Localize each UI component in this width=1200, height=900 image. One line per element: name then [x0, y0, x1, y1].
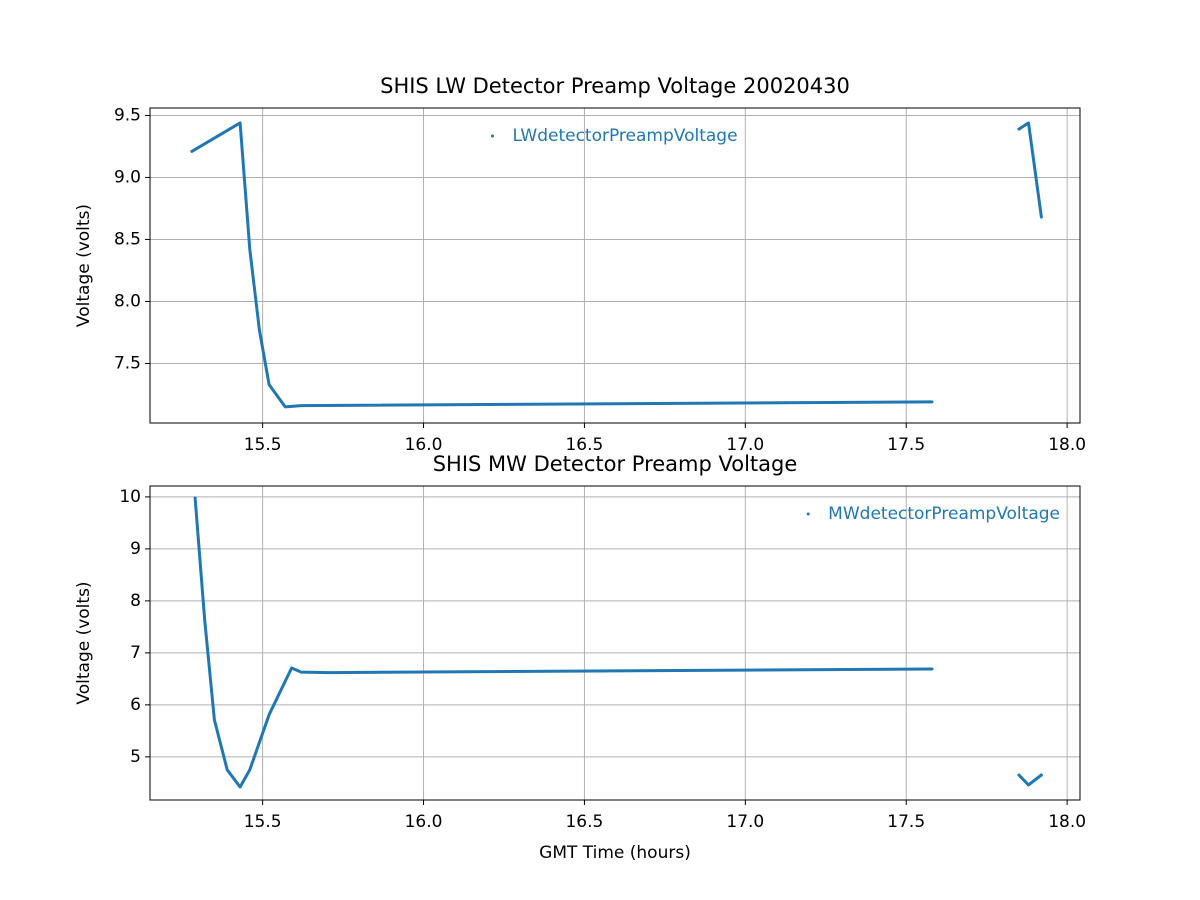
x-tick-label: 16.5 — [565, 435, 603, 455]
x-tick-label: 15.5 — [244, 812, 282, 832]
y-axis-label: Voltage (volts) — [74, 204, 94, 327]
axes-frame — [149, 107, 1081, 424]
x-tick-label: 18.0 — [1048, 812, 1086, 832]
y-tick-label: 9 — [130, 539, 141, 559]
x-tick-label: 18.0 — [1048, 435, 1086, 455]
x-axis-label: GMT Time (hours) — [539, 843, 691, 863]
y-tick-label: 5 — [130, 747, 141, 767]
x-tick-label: 16.5 — [565, 812, 603, 832]
x-tick-label: 16.0 — [405, 435, 443, 455]
x-tick-label: 16.0 — [405, 812, 443, 832]
legend-label: LWdetectorPreampVoltage — [512, 126, 737, 146]
y-tick-label: 7 — [130, 643, 141, 663]
chart-title: SHIS MW Detector Preamp Voltage — [433, 452, 798, 476]
chart-title: SHIS LW Detector Preamp Voltage 20020430 — [380, 74, 850, 98]
y-tick-label: 9.0 — [114, 167, 141, 187]
x-tick-label: 17.0 — [726, 812, 764, 832]
x-tick-label: 17.0 — [726, 435, 764, 455]
x-tick-label: 17.5 — [887, 435, 925, 455]
x-tick-label: 17.5 — [887, 812, 925, 832]
y-tick-label: 9.5 — [114, 105, 141, 125]
axes-frame — [149, 485, 1081, 801]
legend-marker — [806, 512, 810, 516]
x-tick-label: 15.5 — [244, 435, 282, 455]
y-tick-label: 10 — [119, 487, 141, 507]
data-line — [190, 121, 1043, 409]
data-line — [193, 496, 1043, 789]
y-tick-label: 8.0 — [114, 291, 141, 311]
legend-marker — [490, 134, 494, 138]
y-tick-label: 6 — [130, 695, 141, 715]
y-axis-label: Voltage (volts) — [74, 581, 94, 704]
y-tick-label: 8 — [130, 591, 141, 611]
legend-label: MWdetectorPreampVoltage — [828, 504, 1060, 524]
y-tick-label: 7.5 — [114, 353, 141, 373]
y-tick-label: 8.5 — [114, 229, 141, 249]
